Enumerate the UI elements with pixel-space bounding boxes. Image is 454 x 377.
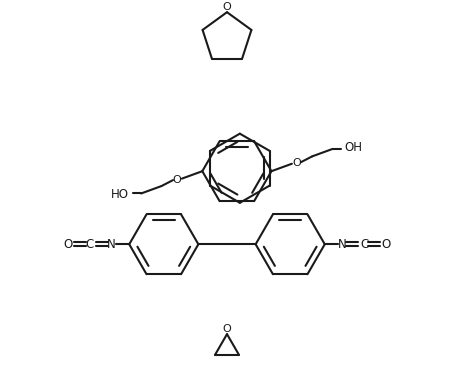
- Text: O: O: [222, 324, 232, 334]
- Text: N: N: [107, 238, 116, 251]
- Text: C: C: [360, 238, 368, 251]
- Text: O: O: [64, 238, 73, 251]
- Text: O: O: [381, 238, 390, 251]
- Text: C: C: [86, 238, 94, 251]
- Text: N: N: [338, 238, 347, 251]
- Text: OH: OH: [345, 141, 363, 155]
- Text: O: O: [222, 2, 232, 12]
- Text: HO: HO: [111, 188, 129, 201]
- Text: O: O: [292, 158, 301, 168]
- Text: O: O: [173, 175, 181, 185]
